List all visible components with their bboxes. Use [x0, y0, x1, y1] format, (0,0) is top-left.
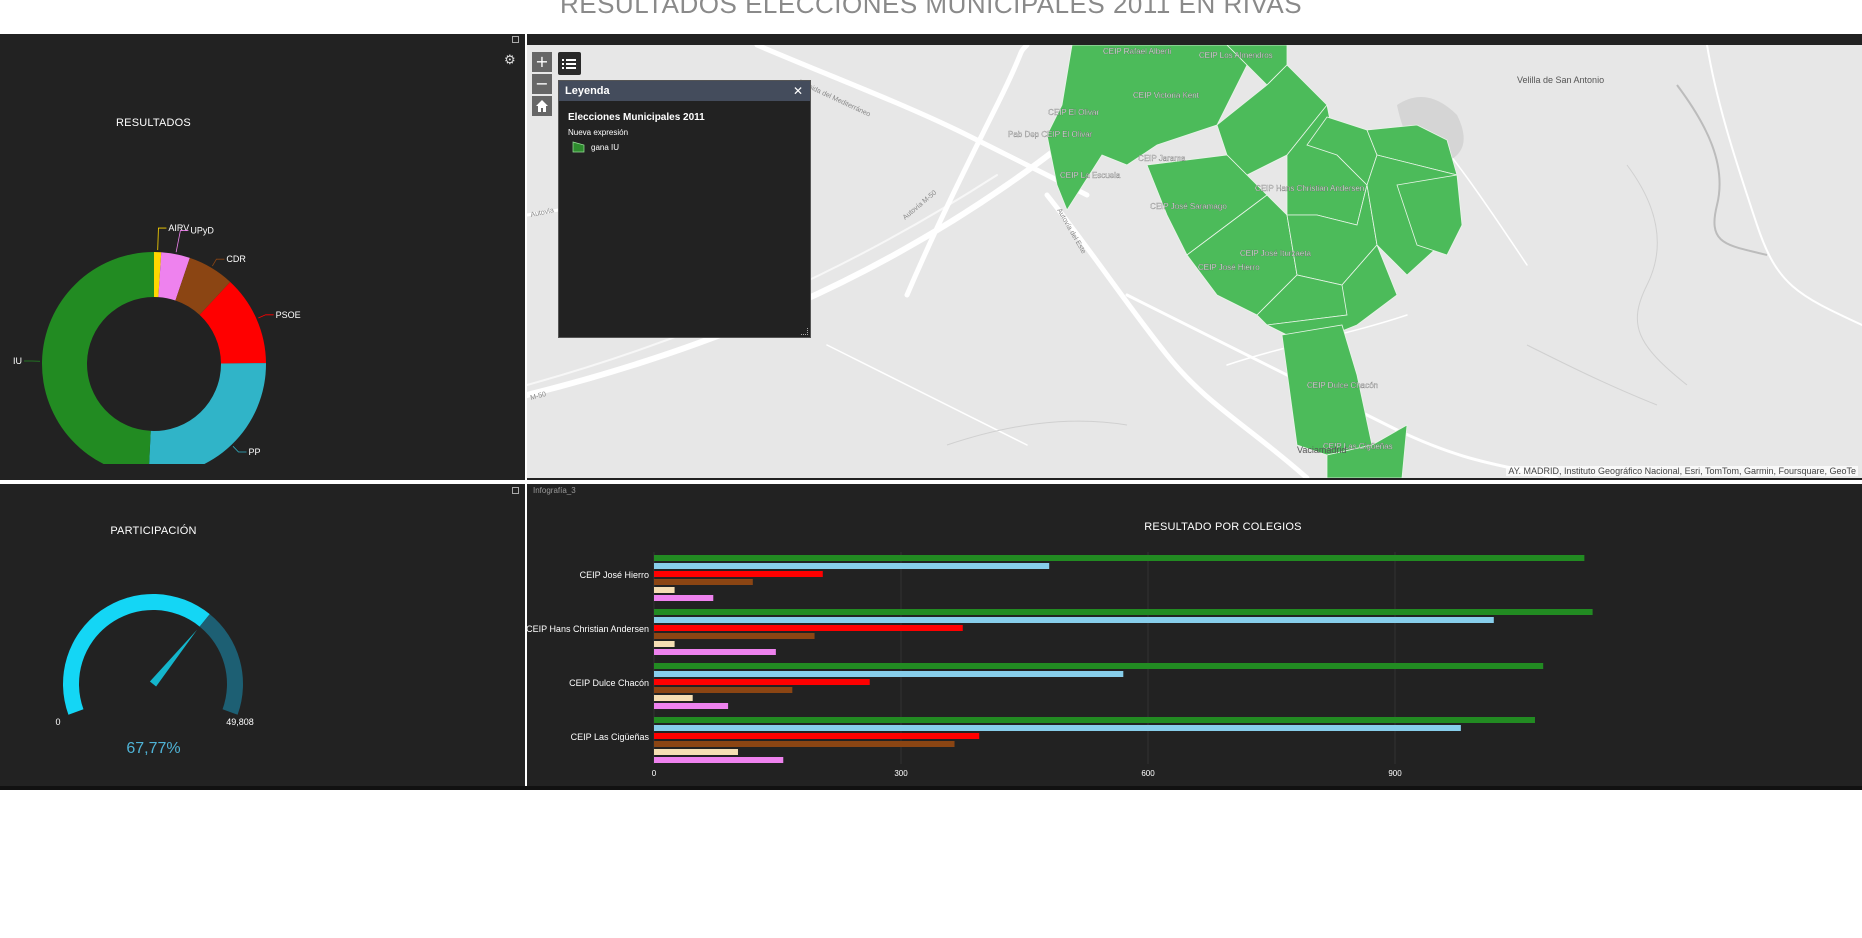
bar[interactable]	[654, 641, 675, 647]
map-district-label: CEIP Rafael Alberti	[1103, 47, 1172, 56]
bar[interactable]	[654, 571, 823, 577]
page-title: RESULTADOS ELECCIONES MUNICIPALES 2011 E…	[0, 0, 1862, 30]
bar[interactable]	[654, 757, 783, 763]
road-label: Autovía M-50	[902, 189, 938, 221]
bar[interactable]	[654, 555, 1584, 561]
gauge-remainder	[200, 614, 243, 715]
bar[interactable]	[654, 587, 675, 593]
bar[interactable]	[654, 703, 728, 709]
map-district-label: CEIP La Escuela	[1060, 171, 1121, 180]
map-district-label: CEIP José Saramago	[1150, 202, 1227, 211]
bar[interactable]	[654, 617, 1494, 623]
resize-handle[interactable]	[801, 328, 808, 335]
map-district-label: CEIP Dulce Chacón	[1307, 381, 1378, 390]
road-label: Autovía del Este	[1055, 208, 1087, 256]
donut-leader-line	[212, 259, 224, 266]
map-view[interactable]: CEIP Rafael Alberti CEIP Los Almendros C…	[527, 45, 1862, 478]
town-label: Velilla de San Antonio	[1517, 75, 1604, 85]
donut-leader-line	[233, 446, 247, 452]
map-district-label: CEIP José Iturzaeta	[1240, 249, 1312, 258]
category-label: CEIP Las Cigüeñas	[571, 732, 650, 742]
results-title: RESULTADOS	[0, 117, 307, 129]
category-label: CEIP José Hierro	[580, 570, 649, 580]
gauge-max-label: 49,808	[226, 717, 254, 727]
participation-value: 67,77%	[0, 740, 307, 758]
participation-panel: PARTICIPACIÓN 0 49,808 67,77%	[0, 484, 525, 786]
donut-label-cdr: CDR	[226, 254, 246, 264]
map-district-label: CEIP Los Almendros	[1199, 51, 1273, 60]
bar[interactable]	[654, 741, 955, 747]
zoom-in-button[interactable]: +	[532, 52, 552, 72]
map-district-label: CEIP Hans Christian Andersen	[1255, 184, 1364, 193]
zoom-out-button[interactable]: −	[532, 74, 552, 94]
legend-window: Leyenda ✕ Elecciones Municipales 2011 Nu…	[558, 80, 811, 338]
gear-icon[interactable]: ⚙	[504, 53, 516, 66]
results-panel: ⚙ RESULTADOS AIRV UPyD CDR PSOE PP IU	[0, 34, 525, 480]
donut-label-psoe: PSOE	[276, 310, 301, 320]
bar[interactable]	[654, 663, 1543, 669]
bar[interactable]	[654, 733, 979, 739]
bar[interactable]	[654, 749, 738, 755]
close-icon[interactable]: ✕	[793, 81, 803, 101]
frame-border	[0, 786, 1862, 790]
bar[interactable]	[654, 679, 870, 685]
colegios-bar-chart: 0 300 600 900 CEIP José Hierro CEIP Hans Chri…	[527, 484, 1862, 784]
gauge-needle	[150, 630, 197, 687]
x-tick-label: 600	[1141, 769, 1155, 778]
home-icon	[535, 99, 549, 113]
gauge-fill	[63, 594, 210, 715]
map-district-label: CEIP José Hierro	[1198, 263, 1260, 272]
bar[interactable]	[654, 687, 792, 693]
road-label: Autovía	[530, 207, 555, 219]
bar[interactable]	[654, 595, 713, 601]
donut-label-pp: PP	[248, 447, 260, 457]
legend-layer-name: Elecciones Municipales 2011	[568, 112, 810, 123]
donut-leader-line	[176, 231, 188, 253]
bar[interactable]	[654, 695, 693, 701]
x-tick-label: 300	[894, 769, 908, 778]
donut-leader-line	[258, 315, 273, 318]
x-tick-label: 900	[1388, 769, 1402, 778]
map-attribution: AY. MADRID, Instituto Geográfico Naciona…	[1506, 466, 1858, 476]
map-district-label: CEIP Victoria Kent	[1133, 91, 1200, 100]
map-panel: CEIP Rafael Alberti CEIP Los Almendros C…	[527, 34, 1862, 480]
legend-title: Leyenda	[565, 85, 610, 97]
legend-subtitle: Nueva expresión	[568, 128, 810, 137]
gauge-min-label: 0	[55, 717, 60, 727]
legend-swatch	[572, 141, 585, 153]
bar[interactable]	[654, 625, 963, 631]
town-label: Vaciamadrid	[1297, 445, 1346, 455]
x-tick-label: 0	[652, 769, 657, 778]
participation-gauge: 0 49,808	[0, 584, 307, 734]
category-label: CEIP Hans Christian Andersen	[527, 624, 649, 634]
maximize-icon[interactable]	[512, 36, 519, 43]
donut-label-iu: IU	[13, 356, 22, 366]
bar[interactable]	[654, 609, 1593, 615]
participation-title: PARTICIPACIÓN	[0, 525, 307, 537]
bar[interactable]	[654, 649, 776, 655]
maximize-icon[interactable]	[512, 487, 519, 494]
donut-slice-iu[interactable]	[42, 252, 154, 464]
bar[interactable]	[654, 717, 1535, 723]
category-label: CEIP Dulce Chacón	[569, 678, 649, 688]
bar[interactable]	[654, 563, 1049, 569]
bar[interactable]	[654, 579, 753, 585]
bar[interactable]	[654, 633, 815, 639]
map-district-label: CEIP El Olivar	[1048, 108, 1099, 117]
legend-item-label: gana IU	[591, 143, 619, 152]
donut-leader-line	[158, 228, 167, 250]
donut-label-airv: AIRV	[168, 223, 189, 233]
bar[interactable]	[654, 671, 1123, 677]
donut-label-upyd: UPyD	[190, 226, 214, 236]
legend-toggle-button[interactable]	[558, 52, 581, 75]
legend-header: Leyenda ✕	[559, 81, 810, 101]
colegios-panel: Infografía_3 RESULTADO POR COLEGIOS 0 300…	[527, 484, 1862, 786]
map-district-label: CEIP Jarama	[1138, 154, 1186, 163]
legend-item: gana IU	[572, 141, 810, 153]
bar[interactable]	[654, 725, 1461, 731]
map-district-label: Pab Dep CEIP El Olivar	[1008, 130, 1093, 139]
home-button[interactable]	[532, 96, 552, 116]
results-donut-chart: AIRV UPyD CDR PSOE PP IU	[0, 204, 320, 464]
